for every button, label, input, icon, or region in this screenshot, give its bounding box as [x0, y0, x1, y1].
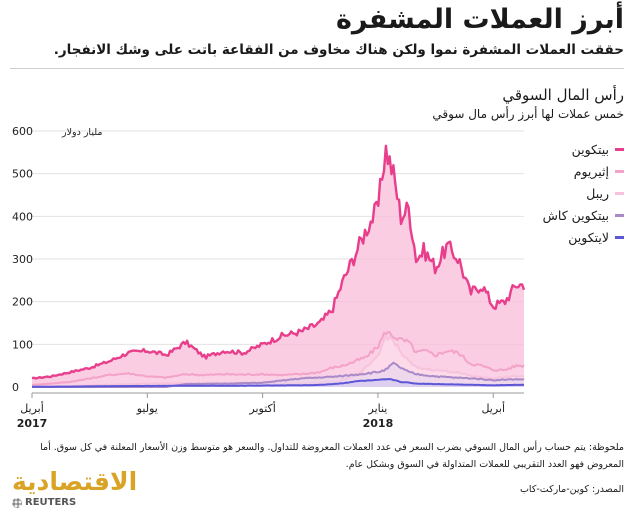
y-tick-label: 500 — [12, 168, 33, 181]
series-area-0 — [32, 145, 524, 387]
publisher-logo: الاقتصادية — [12, 467, 138, 496]
legend-item: إثيريوم — [504, 160, 624, 182]
footnote: ملحوظة: يتم حساب رأس المال السوقي بضرب ا… — [40, 442, 624, 470]
legend: بيتكوين إثيريوم ريبل بيتكوين كاش لايتكوين — [504, 138, 624, 248]
y-tick-label: 300 — [12, 253, 33, 266]
legend-swatch — [615, 191, 624, 195]
legend-swatch — [615, 147, 624, 151]
page-subtitle: حققت العملات المشفرة نموا ولكن هناك مخاو… — [53, 42, 624, 58]
x-tick-label: أكتوبر — [248, 401, 275, 415]
y-tick-label: 400 — [12, 210, 33, 223]
x-tick-label: يناير — [368, 402, 388, 415]
legend-item: بيتكوين — [504, 138, 624, 160]
legend-label: إثيريوم — [573, 163, 609, 179]
legend-swatch — [615, 213, 624, 217]
x-tick-label: أبريل — [20, 401, 44, 415]
legend-swatch — [615, 235, 624, 239]
chart-title: رأس المال السوقي — [502, 86, 624, 104]
legend-item: لايتكوين — [504, 226, 624, 248]
y-tick-label: 0 — [12, 381, 19, 394]
reuters-logo: REUTERS — [12, 497, 76, 508]
legend-swatch — [615, 169, 624, 173]
page-title: أبرز العملات المشفرة — [335, 4, 624, 35]
legend-label: ريبل — [586, 185, 609, 201]
legend-label: بيتكوين — [571, 141, 609, 157]
source-line: المصدر: كوين-ماركت-كاب — [519, 484, 624, 495]
y-tick-label: 600 — [12, 125, 33, 138]
legend-item: ريبل — [504, 182, 624, 204]
legend-item: بيتكوين كاش — [504, 204, 624, 226]
series-line-1 — [31, 331, 525, 386]
legend-label: بيتكوين كاش — [542, 207, 609, 223]
series-area-4 — [32, 379, 524, 387]
y-tick-label: 100 — [12, 338, 33, 351]
series-line-0 — [31, 144, 526, 380]
divider — [10, 68, 624, 69]
y-tick-label: 200 — [12, 296, 33, 309]
x-tick-label: يوليو — [136, 402, 158, 415]
y-axis-unit: مليار دولار — [61, 127, 102, 138]
reuters-dots-icon — [12, 497, 22, 508]
x-tick-year-label: 2017 — [17, 417, 48, 430]
series-line-4 — [32, 378, 525, 388]
x-tick-year-label: 2018 — [363, 417, 394, 430]
reuters-wordmark: REUTERS — [25, 497, 77, 508]
chart-subtitle: خمس عملات لها أبرز رأس مال سوقي — [432, 107, 624, 121]
x-tick-label: أبريل — [481, 401, 505, 415]
legend-label: لايتكوين — [568, 229, 609, 245]
